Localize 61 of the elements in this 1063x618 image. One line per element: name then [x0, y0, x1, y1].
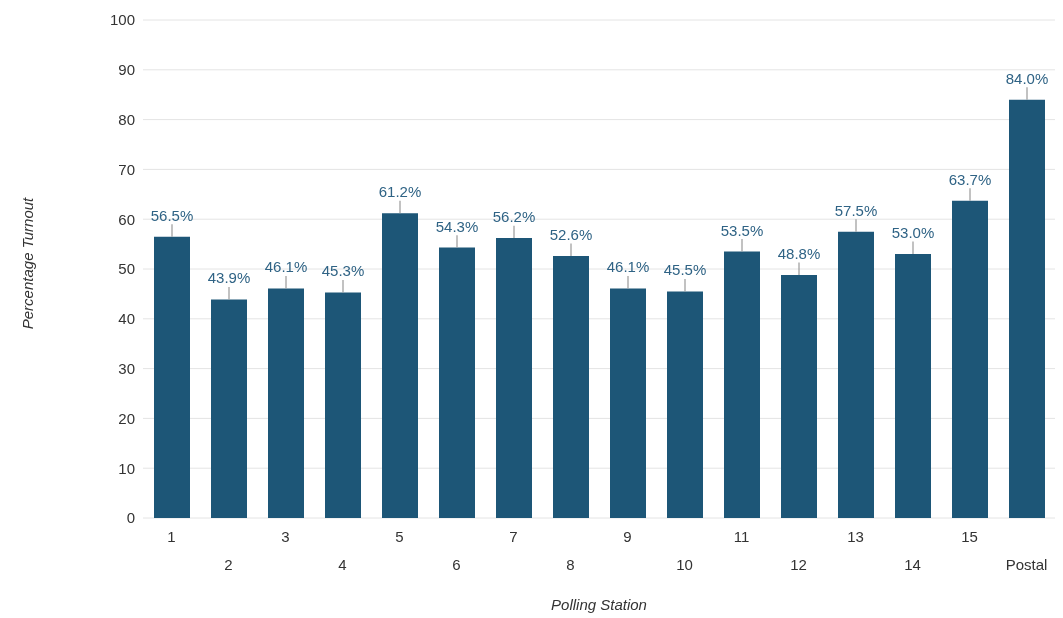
data-label: 63.7% — [948, 170, 992, 188]
x-tick-label: Postal — [1005, 556, 1048, 573]
data-label: 56.5% — [150, 206, 194, 224]
x-tick-label: 14 — [904, 556, 921, 573]
x-tick-label: 11 — [733, 528, 750, 545]
data-label: 43.9% — [207, 269, 251, 287]
bar — [724, 251, 760, 518]
bar — [268, 288, 304, 518]
y-tick-label: 100 — [109, 11, 135, 29]
bar — [952, 200, 988, 518]
data-label: 45.3% — [321, 262, 365, 280]
data-label: 53.5% — [720, 221, 764, 239]
data-label: 53.0% — [891, 224, 935, 242]
bar — [211, 299, 247, 518]
x-axis-title: Polling Station — [550, 596, 648, 613]
bar — [838, 231, 874, 518]
data-label: 46.1% — [264, 258, 308, 276]
y-tick-label: 60 — [118, 210, 135, 228]
data-label: 54.3% — [435, 217, 479, 235]
bar — [667, 291, 703, 518]
y-tick-label: 50 — [118, 260, 135, 278]
bar — [553, 256, 589, 518]
x-tick-label: 8 — [566, 556, 575, 573]
data-label: 45.5% — [663, 261, 707, 279]
y-tick-label: 40 — [118, 310, 135, 328]
bar — [382, 213, 418, 518]
y-tick-label: 80 — [118, 110, 135, 128]
bar — [610, 288, 646, 518]
y-tick-label: 30 — [118, 359, 135, 377]
x-tick-label: 5 — [395, 528, 404, 545]
x-tick-label: 10 — [676, 556, 693, 573]
bar — [439, 247, 475, 518]
bar — [1009, 99, 1045, 518]
x-tick-label: 4 — [338, 556, 347, 573]
x-tick-label: 2 — [224, 556, 233, 573]
y-tick-label: 0 — [126, 509, 135, 527]
x-tick-label: 7 — [509, 528, 518, 545]
bar — [496, 238, 532, 518]
bar — [325, 292, 361, 518]
y-tick-label: 10 — [118, 459, 135, 477]
x-tick-label: 3 — [281, 528, 290, 545]
y-axis-title: Percentage Turnout — [19, 197, 37, 329]
data-label: 57.5% — [834, 201, 878, 219]
bar — [895, 254, 931, 518]
data-label: 56.2% — [492, 208, 536, 226]
x-tick-label: 1 — [167, 528, 176, 545]
data-label: 52.6% — [549, 226, 593, 244]
data-label: 61.2% — [378, 183, 422, 201]
data-label: 48.8% — [777, 244, 821, 262]
bar — [154, 236, 190, 518]
data-label: 84.0% — [1005, 69, 1049, 87]
data-label: 46.1% — [606, 258, 650, 276]
x-tick-label: 6 — [452, 556, 461, 573]
x-tick-label: 9 — [623, 528, 632, 545]
x-tick-label: 13 — [847, 528, 864, 545]
y-tick-label: 70 — [118, 160, 135, 178]
x-tick-label: 12 — [790, 556, 807, 573]
x-tick-label: 15 — [961, 528, 978, 545]
y-tick-label: 90 — [118, 61, 135, 79]
bar — [781, 274, 817, 518]
y-tick-label: 20 — [118, 409, 135, 427]
